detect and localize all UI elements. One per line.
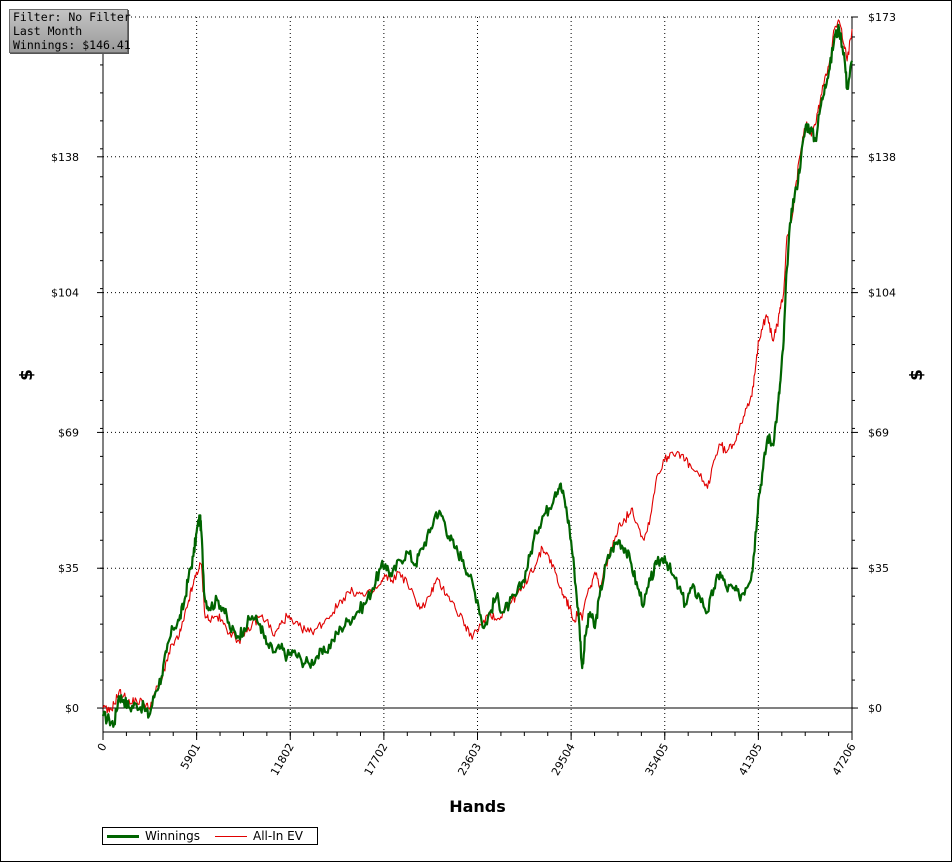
winnings-total-label: Winnings: $146.41 xyxy=(13,38,131,52)
y-tick-label-left: $0 xyxy=(65,702,79,715)
x-tick-label: 0 xyxy=(95,741,110,754)
legend-swatch-winnings xyxy=(107,835,139,838)
y-tick-label-left: $104 xyxy=(51,287,79,300)
legend-swatch-all-in-ev xyxy=(215,836,247,837)
y-axis-title-right: $ xyxy=(907,369,927,381)
grid-layer xyxy=(103,16,852,732)
x-tick-label: 35405 xyxy=(643,741,672,778)
y-tick-label-right: $104 xyxy=(868,287,896,300)
filter-label: Filter: No Filter xyxy=(13,10,131,24)
y-tick-label-left: $35 xyxy=(58,562,79,575)
x-tick-label: 17702 xyxy=(362,741,391,778)
period-label: Last Month xyxy=(13,24,83,38)
y-tick-label-left: $138 xyxy=(51,151,79,164)
x-tick-label: 29504 xyxy=(549,741,578,778)
y-tick-label-right: $35 xyxy=(868,562,889,575)
y-tick-label-right: $69 xyxy=(868,426,889,439)
series-line-all-in-ev xyxy=(102,19,853,714)
series-line-winnings xyxy=(101,23,854,728)
y-tick-label-left: $69 xyxy=(58,426,79,439)
axes-layer xyxy=(97,16,858,740)
x-axis-title: Hands xyxy=(449,797,506,816)
y-axis-title-left: $ xyxy=(17,369,37,381)
x-tick-label: 41305 xyxy=(736,741,765,778)
legend-item-all-in-ev: All-In EV xyxy=(215,829,303,844)
legend-label-all-in-ev: All-In EV xyxy=(253,829,303,843)
legend-label-winnings: Winnings xyxy=(145,829,200,843)
x-tick-label: 11802 xyxy=(268,741,297,778)
y-tick-label-right: $173 xyxy=(868,11,896,24)
x-tick-label: 5901 xyxy=(178,741,203,772)
legend-item-winnings: Winnings xyxy=(107,829,200,844)
chart-legend: Winnings All-In EV xyxy=(102,827,318,845)
x-tick-label: 23603 xyxy=(455,741,484,778)
y-tick-label-right: $138 xyxy=(868,151,896,164)
filter-info-box: Filter: No Filter Last Month Winnings: $… xyxy=(9,9,131,53)
series-layer xyxy=(101,19,854,728)
x-tick-label: 47206 xyxy=(830,741,859,778)
y-tick-label-right: $0 xyxy=(868,702,882,715)
